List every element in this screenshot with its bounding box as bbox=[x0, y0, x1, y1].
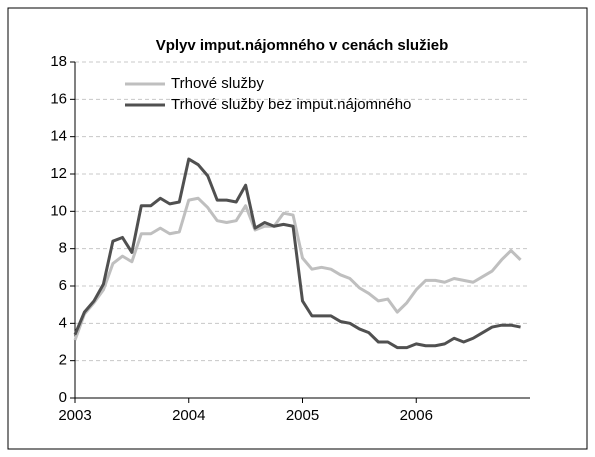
y-tick-label: 16 bbox=[50, 90, 67, 107]
y-tick-label: 8 bbox=[59, 240, 67, 257]
chart-title: Vplyv imput.nájomného v cenách služieb bbox=[156, 37, 449, 54]
y-tick-label: 6 bbox=[59, 277, 67, 294]
y-tick-label: 2 bbox=[59, 352, 67, 369]
x-tick-label: 2005 bbox=[286, 407, 319, 424]
y-tick-label: 10 bbox=[50, 202, 67, 219]
series-line bbox=[73, 157, 521, 350]
series-line bbox=[73, 196, 522, 341]
x-tick-label: 2006 bbox=[400, 407, 433, 424]
y-tick-label: 0 bbox=[59, 389, 67, 406]
x-tick-label: 2004 bbox=[172, 407, 205, 424]
x-tick-label: 2003 bbox=[58, 407, 91, 424]
legend-label: Trhové služby bbox=[171, 75, 264, 92]
y-tick-label: 14 bbox=[50, 128, 67, 145]
y-tick-label: 4 bbox=[59, 314, 67, 331]
legend-label: Trhové služby bez imput.nájomného bbox=[171, 96, 411, 113]
y-tick-label: 18 bbox=[50, 53, 67, 70]
y-tick-label: 12 bbox=[50, 165, 67, 182]
